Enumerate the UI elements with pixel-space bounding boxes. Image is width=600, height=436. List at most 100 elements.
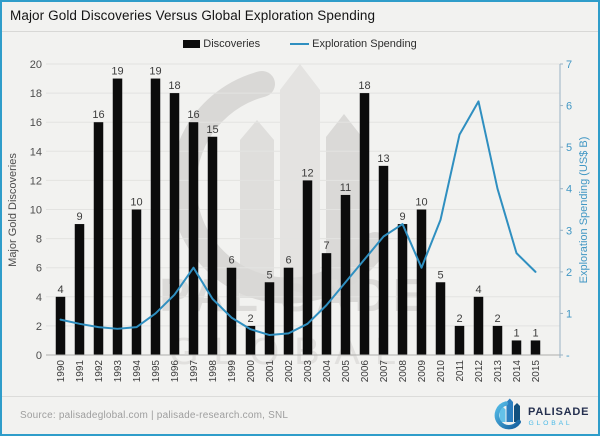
bar-2005 [340, 194, 351, 355]
legend-item-spending: Exploration Spending [290, 38, 417, 50]
right-axis-tick: 6 [566, 101, 572, 113]
bar-label-2002: 6 [285, 255, 291, 267]
watermark-sub: GLOBAL [169, 331, 411, 373]
bar-label-2015: 1 [532, 327, 538, 339]
bar-1994 [131, 209, 142, 355]
legend-item-discoveries: Discoveries [183, 38, 260, 50]
x-tick-1990: 1990 [56, 360, 67, 383]
x-tick-2015: 2015 [531, 360, 542, 383]
bar-label-1999: 6 [228, 255, 234, 267]
x-tick-2004: 2004 [322, 360, 333, 383]
palisade-global-logo: PALISADE GLOBAL [494, 398, 589, 430]
x-tick-1999: 1999 [227, 360, 238, 383]
left-axis-tick: 18 [30, 88, 42, 100]
bar-label-1998: 15 [206, 124, 218, 136]
bar-1990 [55, 296, 66, 355]
x-tick-2013: 2013 [493, 360, 504, 383]
left-axis-tick: 12 [30, 175, 42, 187]
bar-label-2000: 2 [247, 313, 253, 325]
bar-label-2006: 18 [358, 80, 370, 92]
bar-label-2007: 13 [377, 153, 389, 165]
bar-label-1993: 19 [111, 66, 123, 78]
left-axis-tick: 14 [30, 146, 42, 158]
x-tick-2001: 2001 [265, 360, 276, 383]
x-tick-2009: 2009 [417, 360, 428, 383]
right-axis-tick: 7 [566, 59, 572, 71]
x-tick-1994: 1994 [132, 360, 143, 383]
bar-1991 [74, 224, 85, 355]
right-axis-tick: 5 [566, 142, 572, 154]
logo-name: PALISADE [528, 406, 589, 418]
bar-1995 [150, 78, 161, 356]
bar-label-1994: 10 [130, 197, 142, 209]
x-tick-2008: 2008 [398, 360, 409, 383]
bar-2010 [435, 282, 446, 355]
x-tick-1992: 1992 [94, 360, 105, 383]
left-axis-tick: 8 [36, 234, 42, 246]
right-axis-tick: 2 [566, 267, 572, 279]
chart-title: Major Gold Discoveries Versus Global Exp… [10, 8, 376, 23]
bar-label-1990: 4 [57, 284, 63, 296]
bar-2006 [359, 93, 370, 355]
left-axis-tick: 16 [30, 117, 42, 129]
bar-label-1995: 19 [149, 66, 161, 78]
bar-label-1996: 18 [168, 80, 180, 92]
footer-divider [2, 396, 598, 397]
bar-1999 [226, 267, 237, 355]
bar-1993 [112, 78, 123, 356]
bar-label-2012: 4 [475, 284, 481, 296]
bar-2002 [283, 267, 294, 355]
x-tick-2014: 2014 [512, 360, 523, 383]
logo-building-icon [514, 403, 520, 422]
bar-label-2013: 2 [494, 313, 500, 325]
x-tick-1996: 1996 [170, 360, 181, 383]
x-tick-2007: 2007 [379, 360, 390, 383]
logo-building-icon [506, 398, 513, 422]
bar-2009 [416, 209, 427, 355]
x-tick-2005: 2005 [341, 360, 352, 383]
right-axis-tick: 4 [566, 184, 572, 196]
bar-1998 [207, 136, 218, 355]
bar-label-2004: 7 [323, 240, 329, 252]
x-tick-1991: 1991 [75, 360, 86, 383]
bar-label-2003: 12 [301, 167, 313, 179]
bar-label-2011: 2 [456, 313, 462, 325]
bar-label-2009: 10 [415, 197, 427, 209]
bar-label-2001: 5 [266, 269, 272, 281]
right-axis-tick: 1 [566, 308, 572, 320]
legend-spending-label: Exploration Spending [312, 38, 417, 50]
x-tick-1998: 1998 [208, 360, 219, 383]
logo-building-icon [499, 406, 506, 422]
left-axis-tick: 20 [30, 59, 42, 71]
right-axis-title: Exploration Spending (US$ B) [578, 137, 590, 284]
bar-1992 [93, 122, 104, 355]
bar-2000 [245, 325, 256, 355]
x-tick-2003: 2003 [303, 360, 314, 383]
x-tick-2012: 2012 [474, 360, 485, 383]
logo-sub: GLOBAL [529, 420, 573, 427]
legend: Discoveries Exploration Spending [2, 38, 598, 50]
bar-2003 [302, 180, 313, 355]
logo-swoosh-icon [494, 401, 521, 430]
x-tick-2010: 2010 [436, 360, 447, 383]
bar-label-2010: 5 [437, 269, 443, 281]
right-axis-tick: - [566, 350, 570, 362]
bar-2012 [473, 296, 484, 355]
left-axis-tick: 2 [36, 321, 42, 333]
bar-2014 [511, 340, 522, 355]
x-tick-2000: 2000 [246, 360, 257, 383]
bar-label-2014: 1 [513, 327, 519, 339]
bar-label-2005: 11 [340, 182, 351, 194]
x-tick-2002: 2002 [284, 360, 295, 383]
bar-2011 [454, 325, 465, 355]
bar-2001 [264, 282, 275, 355]
bar-2007 [378, 165, 389, 355]
left-axis-tick: 6 [36, 263, 42, 275]
x-tick-1993: 1993 [113, 360, 124, 383]
bar-1996 [169, 93, 180, 355]
bar-label-1997: 16 [187, 109, 199, 121]
bar-label-1992: 16 [92, 109, 104, 121]
right-axis-tick: 3 [566, 225, 572, 237]
